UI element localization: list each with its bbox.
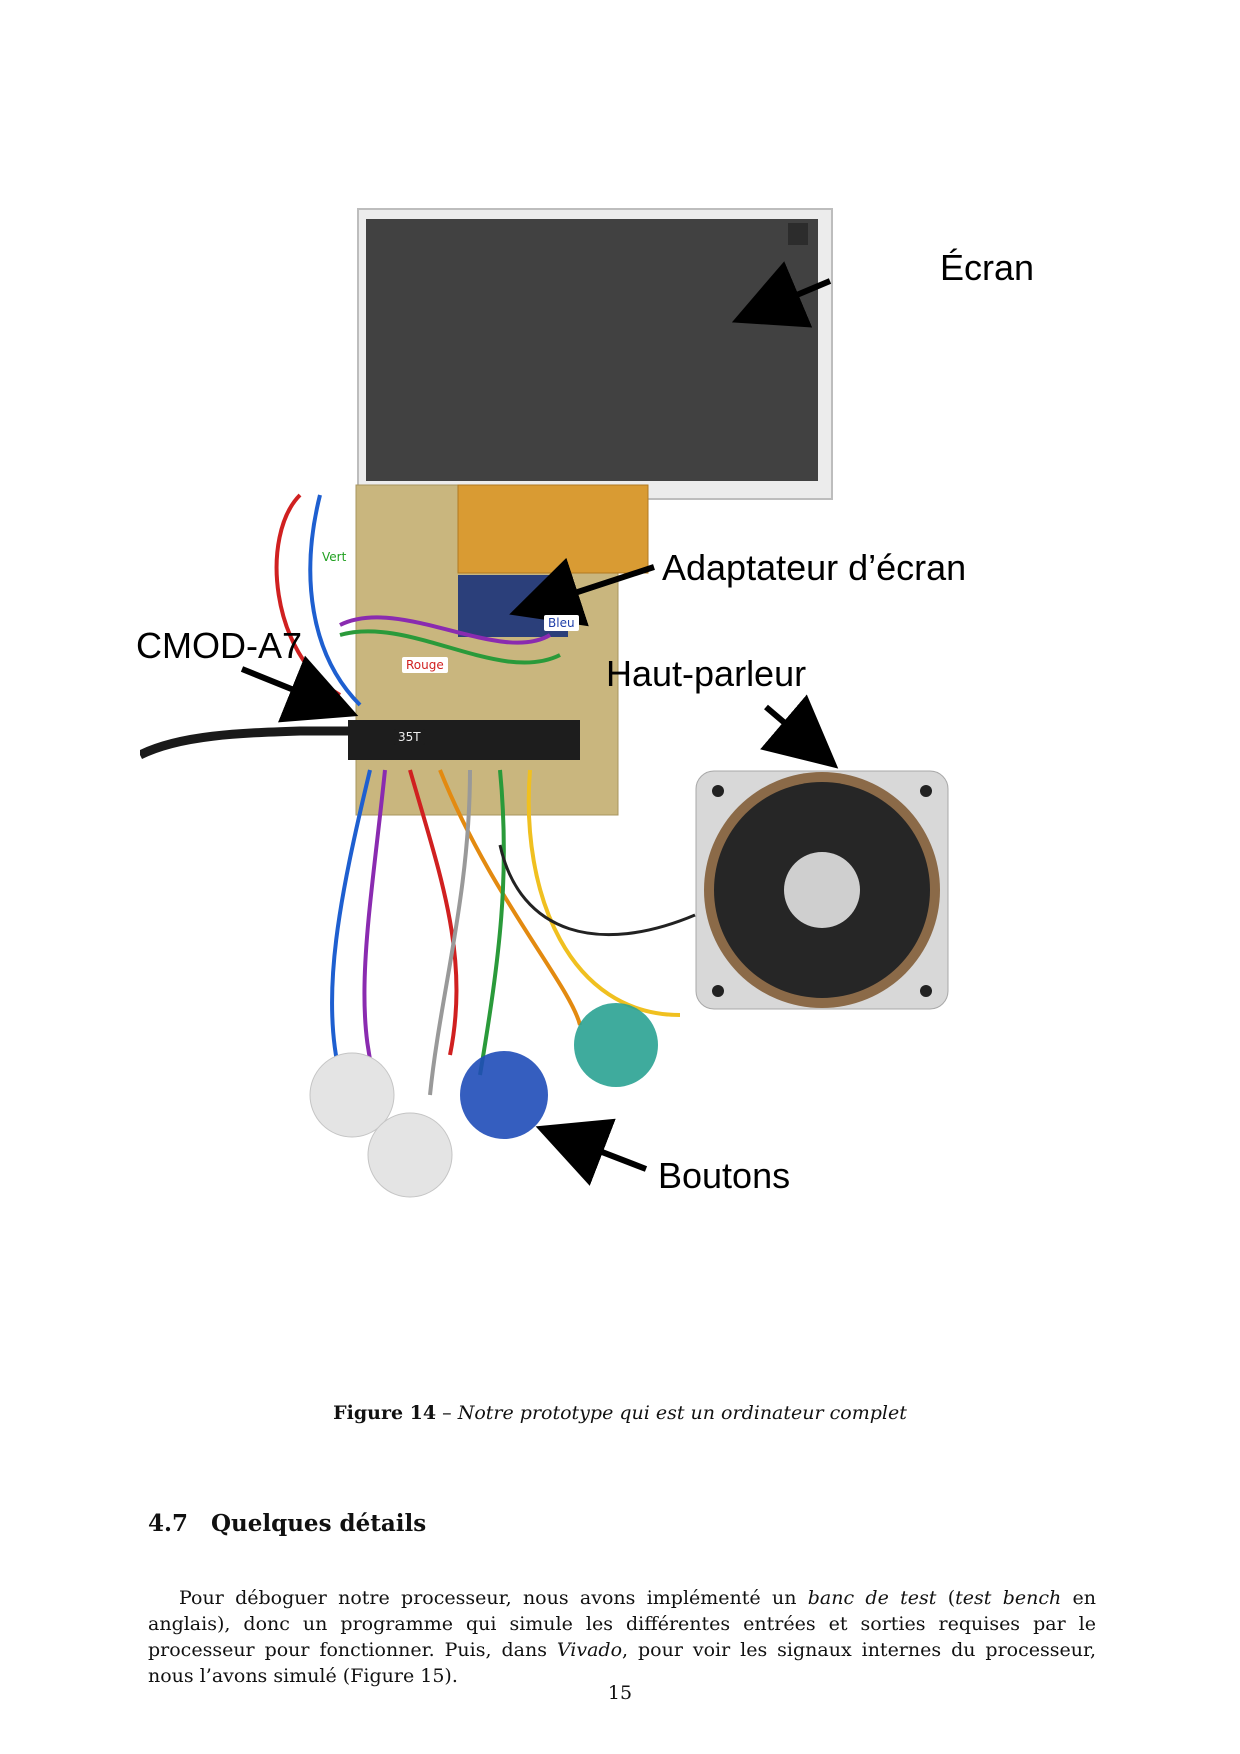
paragraph-emphasis: test bench — [955, 1587, 1062, 1609]
usb-cable — [140, 726, 350, 760]
caption-text: Notre prototype qui est un ordinateur co… — [457, 1402, 907, 1424]
screen-panel — [366, 219, 818, 481]
body-paragraph: Pour déboguer notre processeur, nous avo… — [148, 1585, 1096, 1689]
screen-adapter-flex — [457, 484, 649, 574]
cmod-a7-board — [348, 720, 580, 760]
paragraph-emphasis: Vivado — [556, 1639, 623, 1661]
paragraph-text: Pour déboguer notre processeur, nous avo… — [179, 1587, 808, 1609]
teal-button — [574, 1003, 658, 1087]
cmod-arrow — [240, 655, 359, 723]
prototype-figure: Écran Adaptateur d’écran CMOD-A7 Haut-pa… — [136, 195, 1100, 1345]
section-number: 4.7 — [148, 1510, 189, 1537]
figure-caption: Figure 14 – Notre prototype qui est un o… — [0, 1402, 1240, 1424]
prototype-photo — [140, 208, 949, 1198]
button-group — [309, 1003, 658, 1198]
paragraph-text: ( — [936, 1587, 956, 1609]
board-label-blue: Bleu — [544, 615, 579, 631]
caption-number: Figure 14 — [333, 1402, 437, 1424]
page-number: 15 — [607, 1682, 633, 1704]
section-title: Quelques détails — [211, 1510, 427, 1537]
paragraph-text: , pour voir les signaux internes du proc… — [148, 1639, 1096, 1687]
board-label-green: Vert — [318, 549, 351, 565]
blue-button — [460, 1051, 548, 1139]
screen-adapter-label: Adaptateur d’écran — [662, 547, 967, 588]
chip-label: 35T — [394, 729, 425, 745]
cmod-label: CMOD-A7 — [136, 625, 303, 666]
white-button-2 — [367, 1112, 453, 1198]
speaker-arrow — [760, 694, 839, 769]
buttons-label: Boutons — [658, 1155, 791, 1196]
caption-separator: – — [436, 1402, 458, 1424]
screen-label: Écran — [940, 247, 1035, 288]
speaker-label: Haut-parleur — [606, 653, 807, 694]
section-heading: 4.7 Quelques détails — [148, 1510, 426, 1537]
paragraph-emphasis: banc de test — [807, 1587, 937, 1609]
adapter-arrow — [509, 557, 655, 627]
board-label-red: Rouge — [402, 657, 448, 673]
speaker-cable — [498, 844, 696, 936]
paragraph-text: en anglais), donc un programme qui simul… — [148, 1587, 1097, 1661]
white-button-1 — [309, 1052, 395, 1138]
screen-arrow — [731, 261, 832, 328]
buttons-arrow — [535, 1118, 648, 1186]
